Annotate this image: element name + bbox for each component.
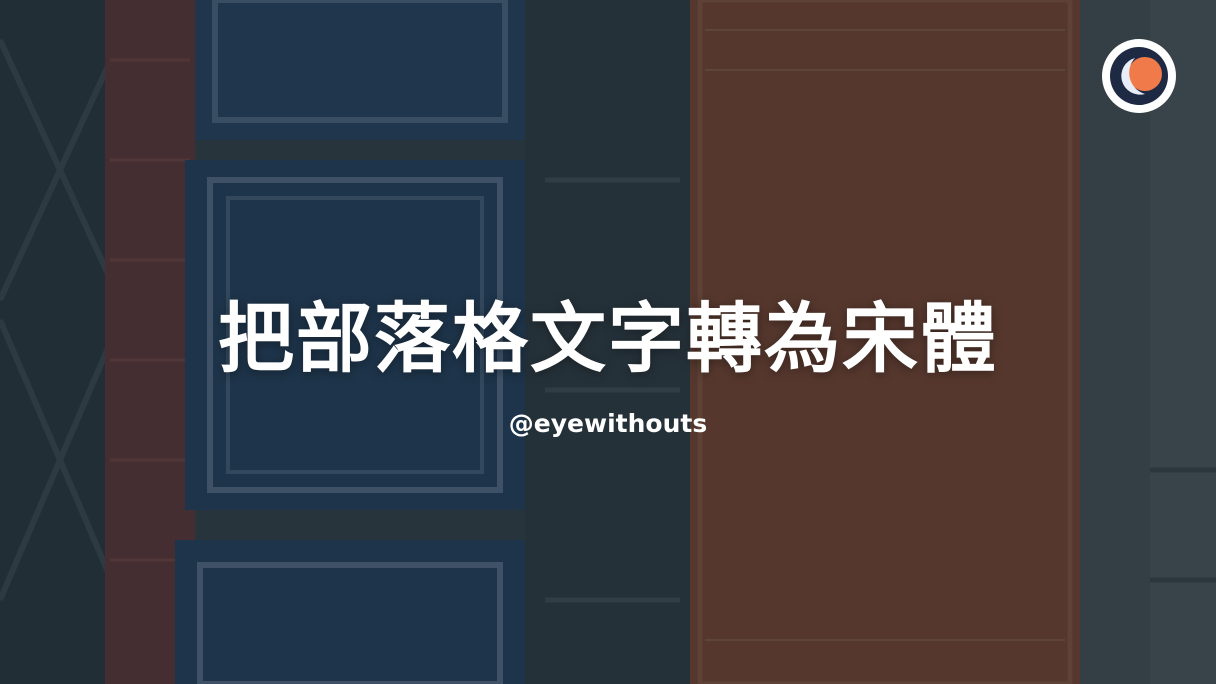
eclipse-logo-icon[interactable] (1101, 38, 1177, 114)
post-title: 把部落格文字轉為宋體 (218, 293, 998, 383)
author-handle: @eyewithouts (508, 409, 708, 438)
